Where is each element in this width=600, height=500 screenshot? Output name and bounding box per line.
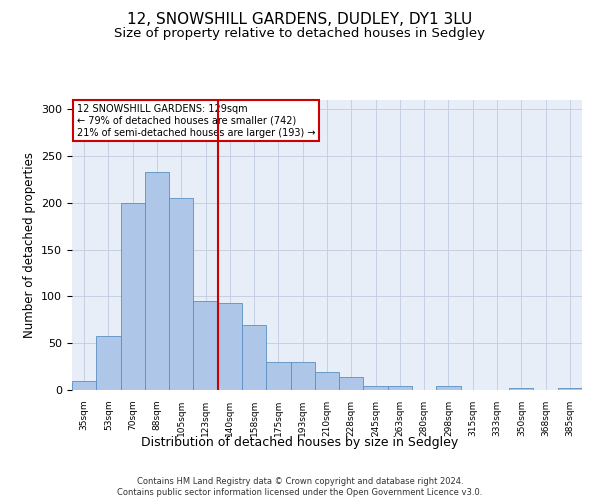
- Bar: [242, 324, 266, 390]
- Bar: [290, 362, 315, 390]
- Y-axis label: Number of detached properties: Number of detached properties: [23, 152, 35, 338]
- Text: 12 SNOWSHILL GARDENS: 129sqm
← 79% of detached houses are smaller (742)
21% of s: 12 SNOWSHILL GARDENS: 129sqm ← 79% of de…: [77, 104, 316, 138]
- Bar: [364, 386, 388, 390]
- Bar: [96, 336, 121, 390]
- Bar: [121, 203, 145, 390]
- Text: Contains HM Land Registry data © Crown copyright and database right 2024.
Contai: Contains HM Land Registry data © Crown c…: [118, 478, 482, 497]
- Bar: [145, 172, 169, 390]
- Bar: [169, 198, 193, 390]
- Bar: [218, 303, 242, 390]
- Bar: [388, 386, 412, 390]
- Bar: [509, 388, 533, 390]
- Text: Distribution of detached houses by size in Sedgley: Distribution of detached houses by size …: [142, 436, 458, 449]
- Bar: [72, 380, 96, 390]
- Bar: [193, 301, 218, 390]
- Bar: [315, 372, 339, 390]
- Text: 12, SNOWSHILL GARDENS, DUDLEY, DY1 3LU: 12, SNOWSHILL GARDENS, DUDLEY, DY1 3LU: [127, 12, 473, 28]
- Bar: [558, 388, 582, 390]
- Bar: [266, 362, 290, 390]
- Text: Size of property relative to detached houses in Sedgley: Size of property relative to detached ho…: [115, 28, 485, 40]
- Bar: [436, 386, 461, 390]
- Bar: [339, 377, 364, 390]
